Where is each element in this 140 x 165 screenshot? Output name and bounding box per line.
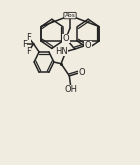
Text: O: O	[85, 41, 91, 50]
Text: F: F	[26, 48, 31, 56]
Text: HN: HN	[55, 47, 68, 56]
Text: F: F	[22, 40, 27, 49]
Text: OH: OH	[65, 85, 78, 94]
Text: O: O	[79, 68, 86, 77]
Text: Abs: Abs	[65, 13, 75, 18]
Text: O: O	[63, 34, 69, 43]
Text: F: F	[26, 33, 31, 42]
